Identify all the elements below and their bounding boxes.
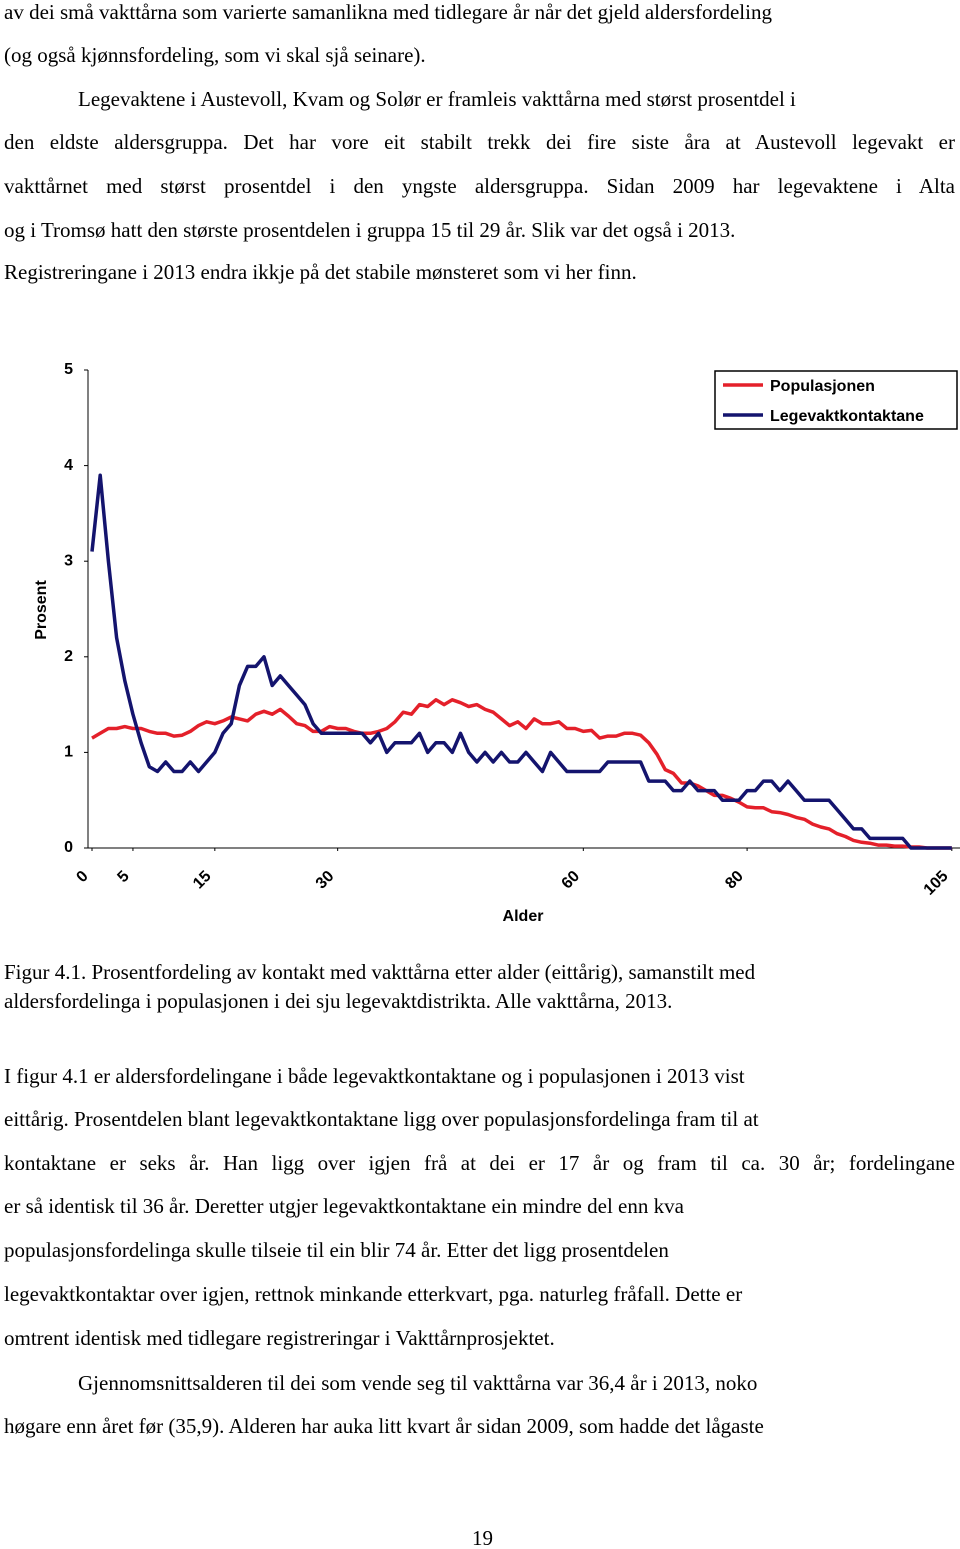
x-axis-label: Alder: [503, 908, 544, 925]
caption-line: Figur 4.1. Prosentfordeling av kontakt m…: [4, 960, 756, 984]
text-line: av dei små vakttårna som varierte samanl…: [4, 0, 772, 24]
text-line: populasjonsfordelinga skulle tilseie til…: [4, 1238, 669, 1262]
legend-label: Legevaktkontaktane: [770, 408, 924, 425]
text-line: omtrent identisk med tidlegare registrer…: [4, 1326, 555, 1350]
text-line: kontaktane er seks år. Han ligg over igj…: [4, 1151, 955, 1175]
x-tick-label: 0: [73, 868, 91, 886]
text-line: (og også kjønnsfordeling, som vi skal sj…: [4, 43, 426, 67]
text-line: vakttårnet med størst prosentdel i den y…: [4, 174, 955, 198]
legend-box: [714, 370, 958, 430]
caption-line: aldersfordelinga i populasjonen i dei sj…: [4, 989, 673, 1013]
text-line: I figur 4.1 er aldersfordelingane i både…: [4, 1064, 745, 1088]
y-tick-label: 5: [64, 361, 73, 378]
text-line: Gjennomsnittsalderen til dei som vende s…: [78, 1371, 758, 1395]
text-line: den eldste aldersgruppa. Det har vore ei…: [4, 130, 955, 154]
text-line: høgare enn året før (35,9). Alderen har …: [4, 1414, 764, 1438]
text-line: og i Tromsø hatt den største prosentdele…: [4, 218, 736, 242]
page-number: 19: [472, 1526, 493, 1549]
y-axis-label: Prosent: [33, 580, 50, 640]
y-tick-label: 1: [64, 744, 73, 761]
text-line: legevaktkontaktar over igjen, rettnok mi…: [4, 1282, 743, 1306]
series-line: [90, 473, 952, 850]
text-line: er så identisk til 36 år. Deretter utgje…: [4, 1194, 684, 1218]
text-line: Legevaktene i Austevoll, Kvam og Solør e…: [78, 87, 796, 111]
x-tick-label: 80: [722, 868, 747, 893]
text-line: Registreringane i 2013 endra ikkje på de…: [4, 260, 637, 284]
x-tick-label: 5: [114, 868, 132, 886]
legend-label: Populasjonen: [770, 378, 875, 395]
x-tick-label: 15: [190, 868, 215, 893]
x-tick-label: 30: [313, 868, 338, 893]
y-tick-label: 3: [64, 552, 73, 569]
x-tick-label: 105: [921, 868, 952, 899]
series-line: [91, 698, 952, 850]
x-tick-label: 60: [559, 868, 584, 893]
y-tick-label: 4: [64, 457, 73, 474]
text-line: eittårig. Prosentdelen blant legevaktkon…: [4, 1107, 759, 1131]
y-tick-label: 0: [64, 839, 73, 856]
y-tick-label: 2: [64, 648, 73, 665]
